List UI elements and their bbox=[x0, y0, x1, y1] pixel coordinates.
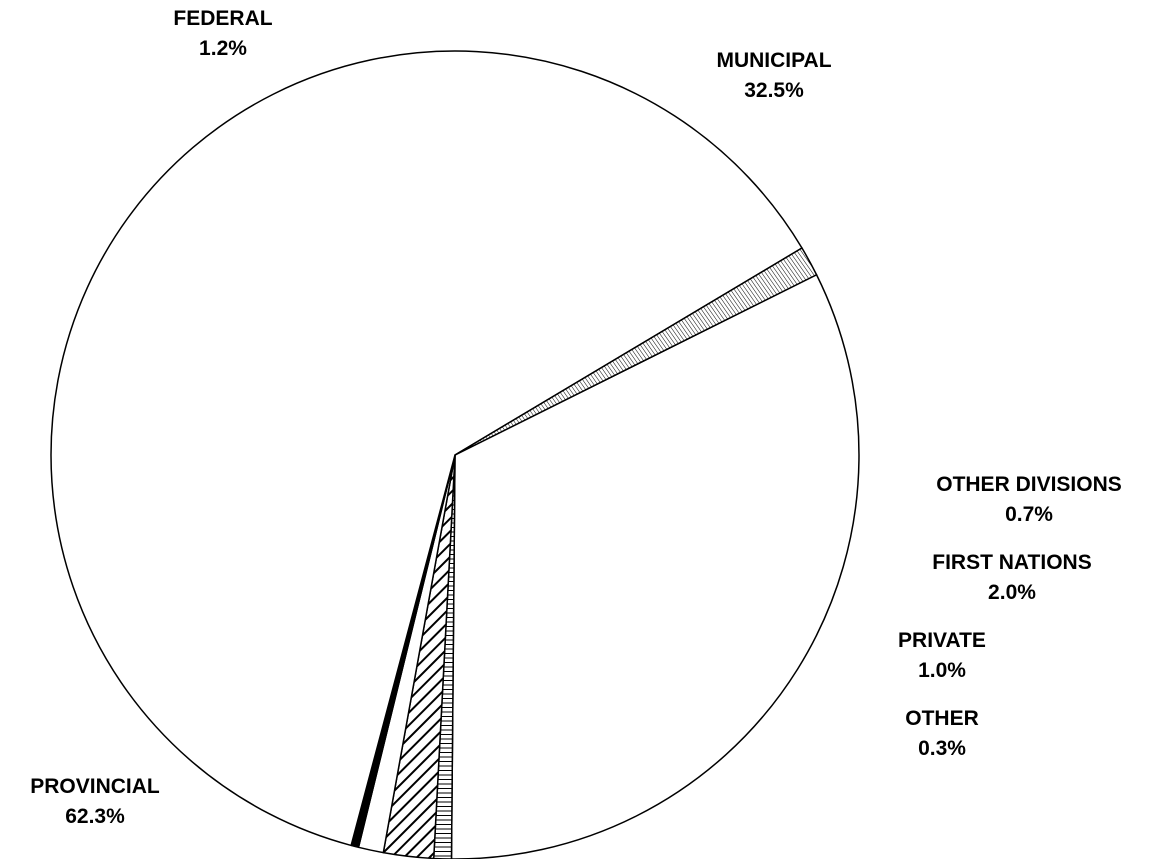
label-private-name: PRIVATE bbox=[898, 629, 986, 652]
label-private-value: 1.0% bbox=[918, 659, 966, 682]
label-provincial-value: 62.3% bbox=[65, 805, 125, 828]
label-private: PRIVATE 1.0% bbox=[898, 626, 986, 686]
label-first-nations: FIRST NATIONS 2.0% bbox=[932, 548, 1091, 608]
label-provincial: PROVINCIAL 62.3% bbox=[30, 772, 160, 832]
label-other-divisions-name: OTHER DIVISIONS bbox=[936, 473, 1122, 496]
label-other-value: 0.3% bbox=[918, 737, 966, 760]
pie-slices bbox=[50, 50, 860, 859]
label-other-name: OTHER bbox=[905, 707, 979, 730]
slice-federal bbox=[454, 247, 818, 456]
label-municipal-value: 32.5% bbox=[744, 79, 804, 102]
label-first-nations-value: 2.0% bbox=[988, 581, 1036, 604]
label-first-nations-name: FIRST NATIONS bbox=[932, 551, 1092, 574]
label-municipal: MUNICIPAL 32.5% bbox=[716, 46, 831, 106]
label-provincial-name: PROVINCIAL bbox=[30, 775, 160, 798]
label-other-divisions: OTHER DIVISIONS 0.7% bbox=[936, 470, 1122, 530]
label-federal-name: FEDERAL bbox=[173, 7, 273, 30]
slice-municipal bbox=[450, 273, 860, 859]
label-federal-value: 1.2% bbox=[199, 37, 247, 60]
label-federal: FEDERAL 1.2% bbox=[173, 4, 272, 64]
slice-provincial bbox=[50, 50, 803, 847]
label-other-divisions-value: 0.7% bbox=[1005, 503, 1053, 526]
label-other: OTHER 0.3% bbox=[905, 704, 979, 764]
label-municipal-name: MUNICIPAL bbox=[716, 49, 832, 72]
